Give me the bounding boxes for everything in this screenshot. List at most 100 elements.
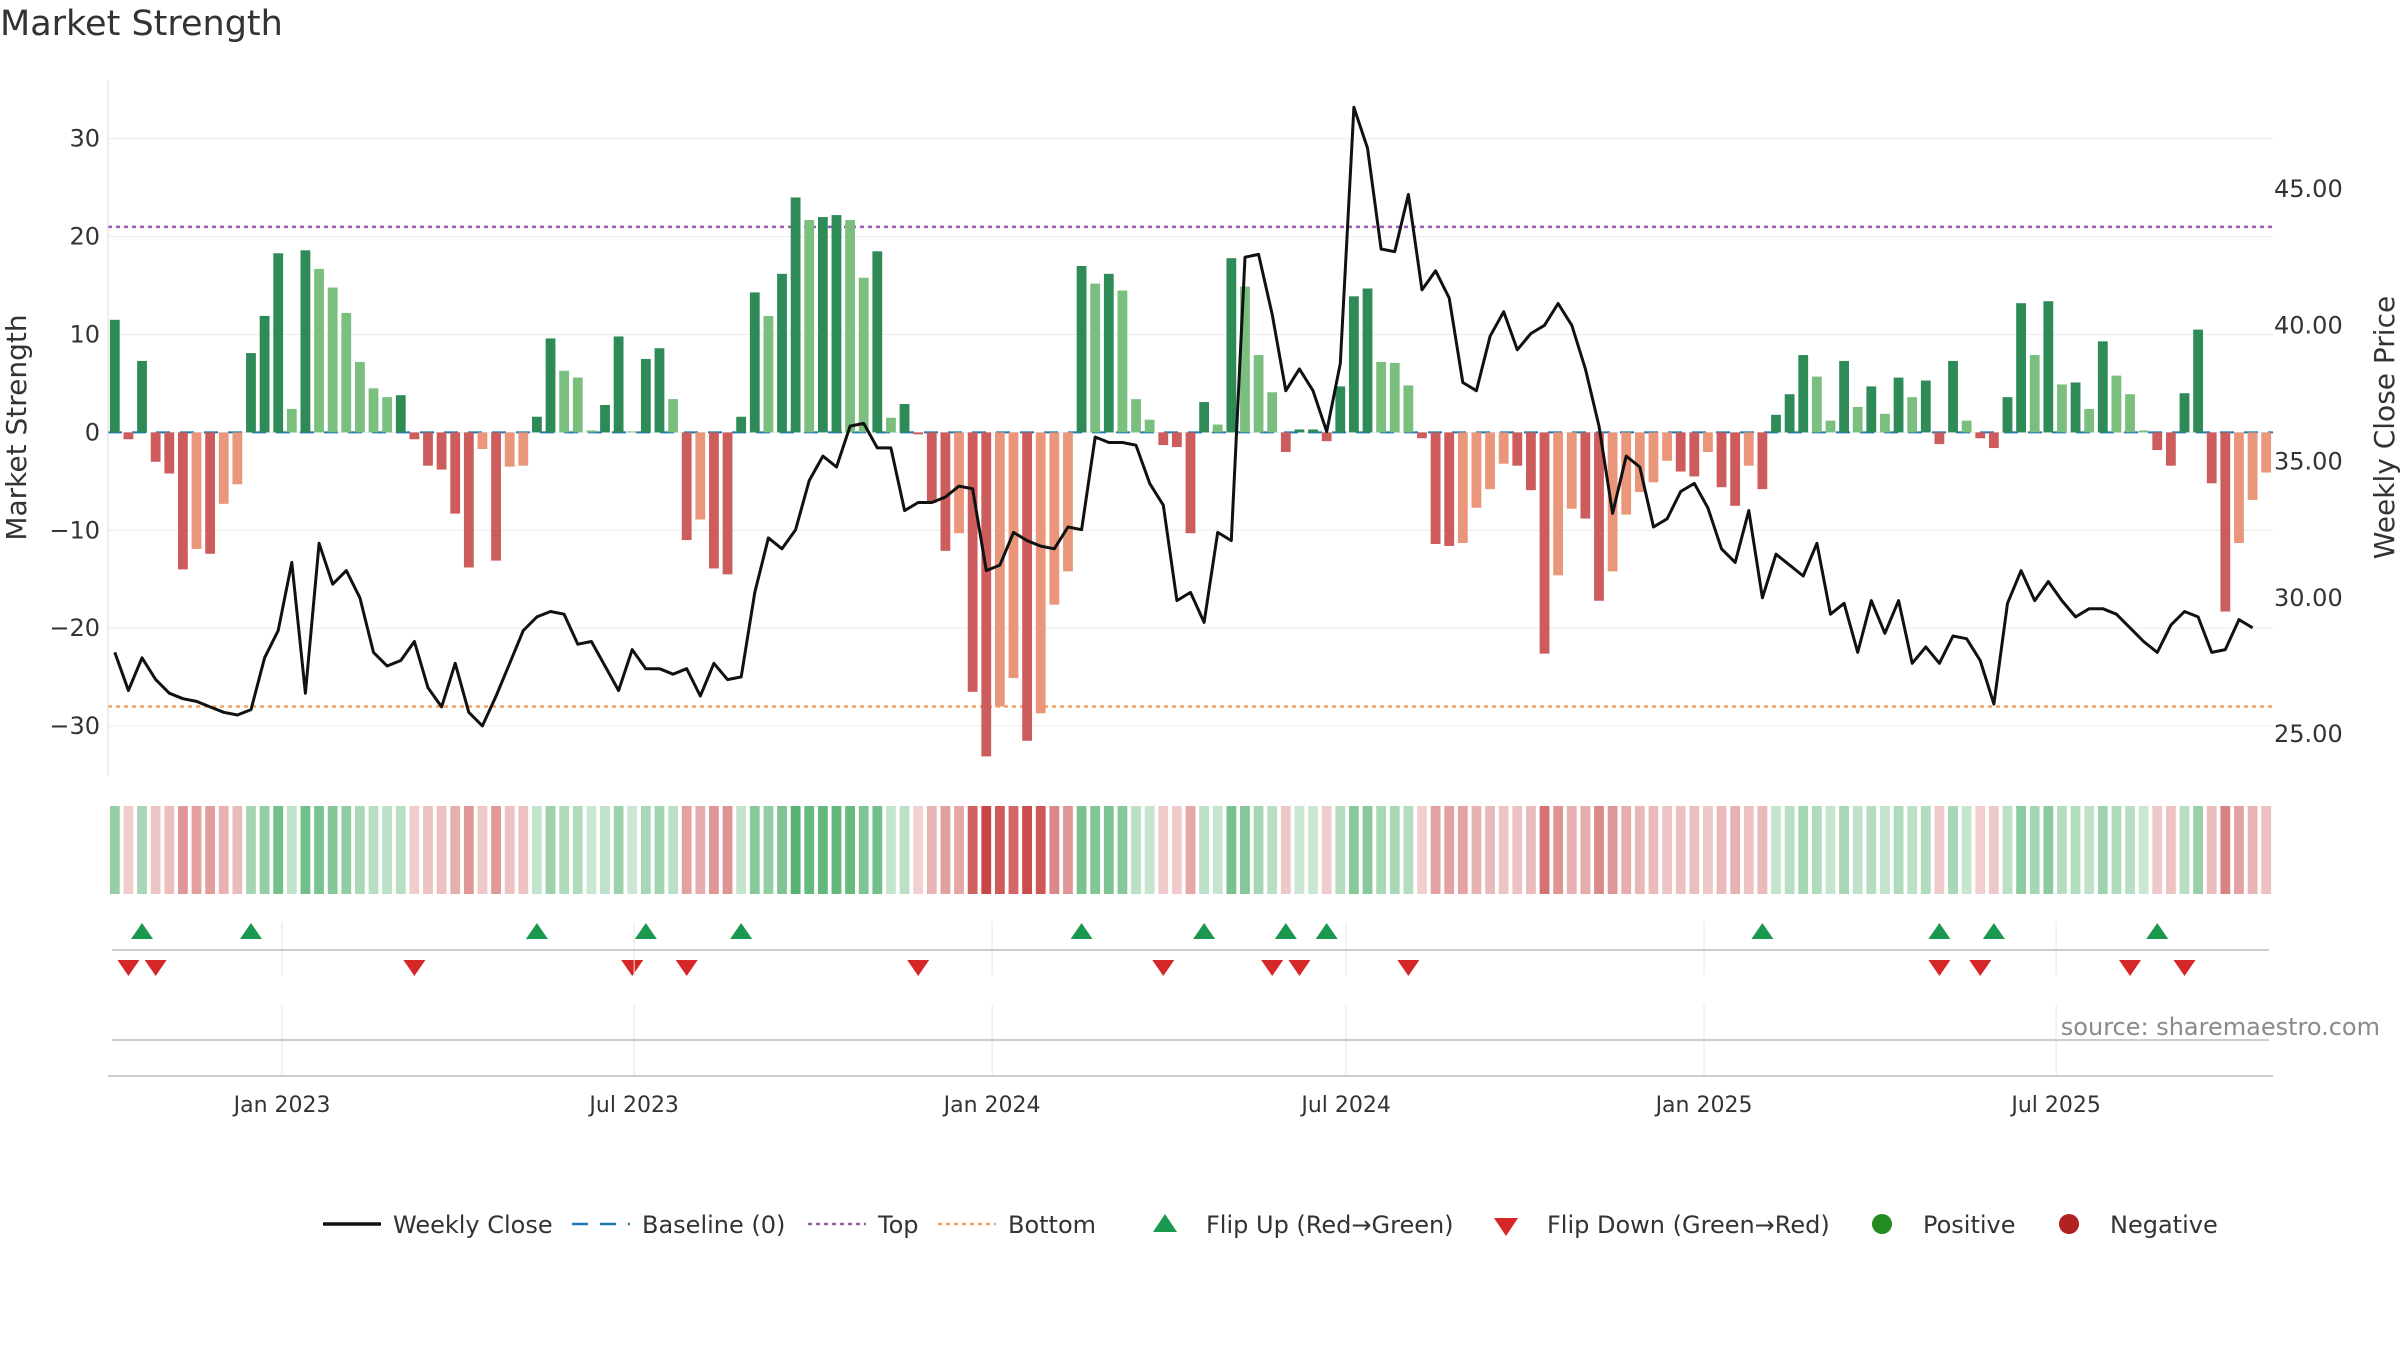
- strength-bar: [722, 432, 733, 575]
- ribbon-cell: [1811, 806, 1822, 894]
- strength-bar: [1689, 432, 1700, 477]
- source-note: source: sharemaestro.com: [2060, 1013, 2380, 1041]
- y-tick-label: −20: [49, 614, 100, 642]
- strength-bar: [423, 432, 433, 466]
- ribbon-cell: [709, 806, 719, 894]
- strength-bar: [341, 312, 352, 433]
- y2-tick-label: 40.00: [2274, 311, 2343, 339]
- ribbon-cell: [1457, 806, 1468, 894]
- ribbon-cell: [1566, 806, 1577, 894]
- ribbon-cell: [1634, 806, 1645, 894]
- ribbon-cell: [600, 806, 610, 894]
- strength-bar: [2002, 397, 2013, 433]
- ribbon-cell: [1866, 806, 1877, 894]
- strength-bar: [1430, 432, 1441, 544]
- strength-bar: [2193, 329, 2204, 433]
- ribbon-cell: [1934, 806, 1945, 894]
- close-line-layer: [113, 105, 2254, 728]
- ribbon-cell: [450, 806, 461, 894]
- strength-bar: [1049, 432, 1060, 605]
- strength-bar: [817, 217, 828, 433]
- ribbon-cell: [1539, 806, 1550, 894]
- strength-bar: [137, 360, 147, 433]
- ribbon-cell: [259, 806, 270, 894]
- strength-bar: [477, 432, 488, 450]
- strength-bar: [1948, 360, 1958, 433]
- ribbon-cell: [327, 806, 338, 894]
- strength-bar: [286, 408, 297, 433]
- strength-bar: [2057, 384, 2067, 433]
- y2-tick-label: 45.00: [2274, 175, 2343, 203]
- strength-bar: [586, 430, 597, 433]
- strength-bar: [777, 273, 787, 433]
- strength-bar: [314, 268, 324, 433]
- ribbon-cell: [1485, 806, 1495, 894]
- strength-bar: [736, 416, 747, 433]
- strength-bar: [1035, 432, 1046, 714]
- strength-bar: [205, 432, 216, 554]
- x-tick-label: Jan 2024: [942, 1093, 1041, 1118]
- ribbon-cell: [668, 806, 678, 894]
- ribbon-cell: [1212, 806, 1223, 894]
- ribbon-cell: [899, 806, 910, 894]
- x-tick-label: Jul 2025: [2009, 1093, 2101, 1118]
- flip-up-marker: [1193, 923, 1216, 939]
- ribbon-cell: [2125, 806, 2135, 894]
- strength-bar: [504, 432, 515, 467]
- strength-bar: [2220, 432, 2231, 612]
- strength-bar: [273, 253, 284, 433]
- ribbon-cell: [477, 806, 488, 894]
- strength-bar: [1526, 432, 1536, 491]
- strength-bar: [1485, 432, 1495, 490]
- ribbon-cell: [1594, 806, 1604, 894]
- ribbon-cell: [736, 806, 747, 894]
- y2-tick-label: 30.00: [2274, 584, 2343, 612]
- strength-bar: [1131, 399, 1141, 433]
- ribbon-cell: [1471, 806, 1482, 894]
- strength-bar: [2261, 432, 2272, 473]
- ribbon-cell: [559, 806, 570, 894]
- ribbon-cell: [1975, 806, 1986, 894]
- strength-bar: [1743, 432, 1754, 466]
- strength-bar: [1144, 419, 1155, 433]
- strength-bar: [1376, 361, 1387, 433]
- strength-bar: [300, 250, 311, 433]
- ribbon-cell: [1430, 806, 1441, 894]
- strength-bar: [1253, 355, 1264, 433]
- ribbon-cell: [368, 806, 379, 894]
- strength-bar: [804, 219, 815, 433]
- ribbon-cell: [1131, 806, 1141, 894]
- strength-bar: [886, 417, 896, 433]
- strength-bar: [491, 432, 501, 561]
- strength-bar: [872, 251, 883, 433]
- ribbon-cell: [749, 806, 760, 894]
- ribbon-cell: [1049, 806, 1060, 894]
- ribbon-cell: [1730, 806, 1741, 894]
- legend-label: Baseline (0): [642, 1211, 785, 1239]
- ribbon-cell: [994, 806, 1005, 894]
- strength-bar: [463, 432, 474, 568]
- y2-tick-label: 35.00: [2274, 448, 2343, 476]
- strength-bar: [1117, 290, 1128, 433]
- ribbon-cell: [1158, 806, 1169, 894]
- strength-bar: [1771, 414, 1781, 433]
- strength-bar: [1090, 283, 1101, 433]
- flip-up-marker: [1070, 923, 1093, 939]
- y-axis-title: Market Strength: [0, 314, 33, 540]
- ribbon-cell: [314, 806, 324, 894]
- strength-bar: [191, 432, 202, 549]
- strength-bar: [150, 432, 161, 462]
- strength-bar: [654, 348, 665, 433]
- ribbon-cell: [191, 806, 202, 894]
- strength-bar: [627, 431, 638, 433]
- ribbon-cell: [1512, 806, 1523, 894]
- strength-bar: [1961, 420, 1972, 433]
- x-tick-label: Jul 2023: [587, 1093, 679, 1118]
- strength-bar: [1975, 432, 1986, 439]
- ribbon-cell: [1376, 806, 1387, 894]
- ribbon-cell: [1798, 806, 1809, 894]
- strength-bar: [246, 353, 256, 433]
- ribbon-cell: [613, 806, 624, 894]
- flip-down-marker: [621, 960, 644, 976]
